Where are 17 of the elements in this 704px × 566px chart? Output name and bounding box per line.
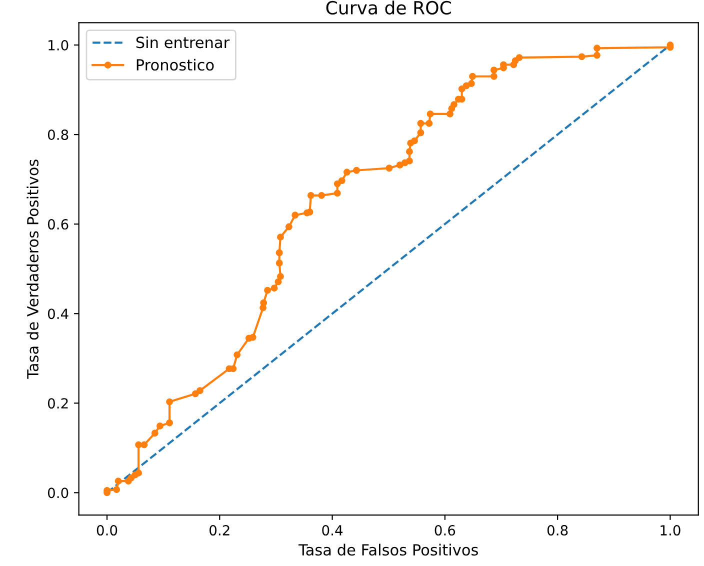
y-tick-label: 1.0 — [48, 40, 68, 50]
x-tick-label: 0.8 — [547, 525, 568, 536]
y-axis-title: Tasa de Verdaderos Positivos — [26, 160, 39, 379]
x-tick-label: 0.0 — [96, 525, 118, 536]
x-tick-label: 1.0 — [660, 525, 680, 536]
y-tick-label: 0.2 — [48, 398, 68, 409]
y-tick-label: 0.8 — [48, 130, 68, 140]
x-tick-label: 0.2 — [210, 525, 230, 536]
y-tick-label: 0.6 — [48, 219, 68, 230]
chart-title: Curva de ROC — [326, 0, 451, 15]
y-tick-label: 0.0 — [48, 488, 68, 498]
legend-label: Pronostico — [136, 58, 214, 71]
x-tick-label: 0.4 — [322, 525, 343, 536]
legend-label: Sin entrenar — [136, 36, 230, 48]
x-axis-title: Tasa de Falsos Positivos — [298, 544, 478, 556]
y-tick-label: 0.4 — [48, 308, 68, 320]
x-tick-label: 0.6 — [434, 525, 456, 536]
